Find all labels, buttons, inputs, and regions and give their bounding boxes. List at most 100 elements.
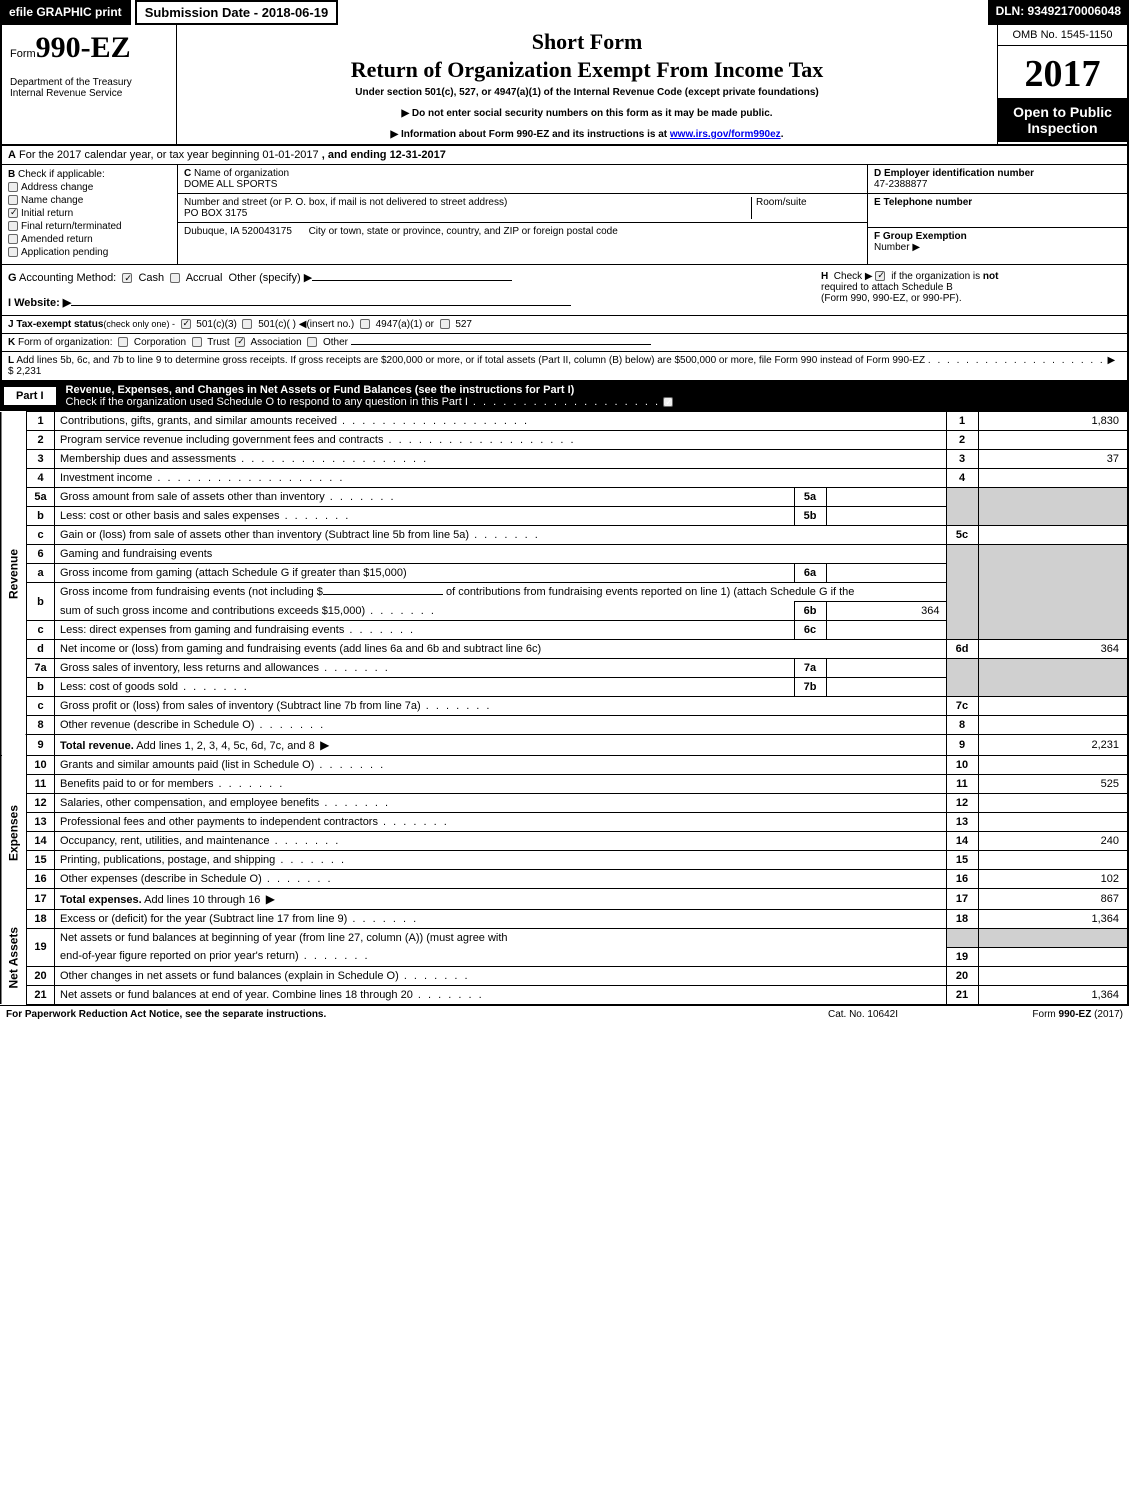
line-9: 9 Total revenue. Add lines 1, 2, 3, 4, 5… bbox=[1, 735, 1128, 756]
l7a-desc: Gross sales of inventory, less returns a… bbox=[60, 662, 319, 674]
cb-final-label: Final return/terminated bbox=[21, 221, 122, 232]
l4-desc: Investment income bbox=[60, 472, 152, 484]
l2-val bbox=[978, 431, 1128, 450]
l13-desc: Professional fees and other payments to … bbox=[60, 816, 378, 828]
irs-link[interactable]: www.irs.gov/form990ez bbox=[670, 129, 781, 140]
l10-desc: Grants and similar amounts paid (list in… bbox=[60, 759, 314, 771]
l7c-num: c bbox=[27, 697, 55, 716]
l7b-dots bbox=[178, 681, 249, 693]
cb-501c[interactable] bbox=[242, 319, 252, 329]
dept-treasury: Department of the Treasury bbox=[10, 77, 168, 88]
h-label: H bbox=[821, 271, 828, 282]
l16-val: 102 bbox=[978, 870, 1128, 889]
k-text: Form of organization: bbox=[18, 337, 113, 348]
line-8: 8 Other revenue (describe in Schedule O)… bbox=[1, 716, 1128, 735]
l5c-desc: Gain or (loss) from sale of assets other… bbox=[60, 529, 469, 541]
d-ein-value: 47-2388877 bbox=[874, 179, 927, 190]
section-l: L Add lines 5b, 6c, and 7b to line 9 to … bbox=[0, 352, 1129, 381]
l15-num: 15 bbox=[27, 851, 55, 870]
line-18: Net Assets 18 Excess or (deficit) for th… bbox=[1, 910, 1128, 929]
l7b-innum: 7b bbox=[794, 678, 826, 697]
form-name: Form990-EZ bbox=[10, 31, 168, 65]
cb-application-pending[interactable]: Application pending bbox=[8, 247, 171, 258]
l12-num: 12 bbox=[27, 794, 55, 813]
l11-dots bbox=[213, 778, 284, 790]
cb-pending-label: Application pending bbox=[21, 247, 108, 258]
cb-schedule-o[interactable] bbox=[663, 397, 673, 407]
line-17: 17 Total expenses. Add lines 10 through … bbox=[1, 889, 1128, 910]
l7c-desc: Gross profit or (loss) from sales of inv… bbox=[60, 700, 421, 712]
l16-lnum: 16 bbox=[946, 870, 978, 889]
cb-accrual[interactable] bbox=[170, 273, 180, 283]
j-insert: ◀(insert no.) bbox=[299, 319, 354, 330]
l11-val: 525 bbox=[978, 775, 1128, 794]
l6c-innum: 6c bbox=[794, 621, 826, 640]
g-label: G bbox=[8, 272, 17, 284]
i-website-input[interactable] bbox=[71, 305, 571, 306]
line-7c: c Gross profit or (loss) from sales of i… bbox=[1, 697, 1128, 716]
efile-print-button[interactable]: efile GRAPHIC print bbox=[0, 0, 131, 25]
l14-val: 240 bbox=[978, 832, 1128, 851]
cb-other[interactable] bbox=[307, 337, 317, 347]
l6b-desc1: Gross income from fundraising events (no… bbox=[60, 586, 323, 598]
l-dots bbox=[928, 355, 1105, 366]
l5ab-shade bbox=[946, 488, 978, 526]
footer-form: Form 990-EZ (2017) bbox=[963, 1009, 1123, 1020]
cb-address-change[interactable]: Address change bbox=[8, 182, 171, 193]
l7b-inval bbox=[826, 678, 946, 697]
cb-initial-label: Initial return bbox=[21, 208, 73, 219]
cb-initial-return[interactable]: Initial return bbox=[8, 208, 171, 219]
l1-num: 1 bbox=[27, 412, 55, 431]
l6d-num: d bbox=[27, 640, 55, 659]
l6-num: 6 bbox=[27, 545, 55, 564]
l10-lnum: 10 bbox=[946, 756, 978, 775]
cb-amended-return[interactable]: Amended return bbox=[8, 234, 171, 245]
l6b-blank[interactable] bbox=[323, 594, 443, 595]
l7ab-shade bbox=[946, 659, 978, 697]
cb-final-return[interactable]: Final return/terminated bbox=[8, 221, 171, 232]
l4-dots bbox=[152, 472, 344, 484]
l8-val bbox=[978, 716, 1128, 735]
l13-val bbox=[978, 813, 1128, 832]
l8-dots bbox=[254, 719, 325, 731]
l17-num: 17 bbox=[27, 889, 55, 910]
l5a-inval bbox=[826, 488, 946, 507]
l15-desc: Printing, publications, postage, and shi… bbox=[60, 854, 275, 866]
l6b-inval: 364 bbox=[826, 602, 946, 621]
g-other-input[interactable] bbox=[312, 280, 512, 281]
h-text4: (Form 990, 990-EZ, or 990-PF). bbox=[821, 293, 962, 304]
k-other-input[interactable] bbox=[351, 344, 651, 345]
l11-num: 11 bbox=[27, 775, 55, 794]
line-15: 15 Printing, publications, postage, and … bbox=[1, 851, 1128, 870]
cb-trust[interactable] bbox=[192, 337, 202, 347]
cb-h[interactable] bbox=[875, 271, 885, 281]
l3-lnum: 3 bbox=[946, 450, 978, 469]
k-label: K bbox=[8, 337, 15, 348]
line-1: Revenue 1 Contributions, gifts, grants, … bbox=[1, 412, 1128, 431]
side-netassets: Net Assets bbox=[1, 910, 27, 1005]
title-main: Return of Organization Exempt From Incom… bbox=[185, 57, 989, 83]
l18-val: 1,364 bbox=[978, 910, 1128, 929]
cb-4947[interactable] bbox=[360, 319, 370, 329]
cb-corp[interactable] bbox=[118, 337, 128, 347]
l16-desc: Other expenses (describe in Schedule O) bbox=[60, 873, 262, 885]
l14-num: 14 bbox=[27, 832, 55, 851]
l2-desc: Program service revenue including govern… bbox=[60, 434, 383, 446]
l21-lnum: 21 bbox=[946, 985, 978, 1004]
room-suite: Room/suite bbox=[751, 197, 861, 219]
cb-name-change[interactable]: Name change bbox=[8, 195, 171, 206]
a-text: For the 2017 calendar year, or tax year … bbox=[19, 149, 319, 161]
l7ab-shade-val bbox=[978, 659, 1128, 697]
lines-table: Revenue 1 Contributions, gifts, grants, … bbox=[0, 411, 1129, 1005]
cb-501c3[interactable] bbox=[181, 319, 191, 329]
l6c-dots bbox=[344, 624, 415, 636]
cb-cash[interactable] bbox=[122, 273, 132, 283]
dln-label: DLN: 93492170006048 bbox=[988, 0, 1129, 25]
cb-name-label: Name change bbox=[21, 195, 83, 206]
form-prefix: Form bbox=[10, 48, 36, 60]
l6c-desc: Less: direct expenses from gaming and fu… bbox=[60, 624, 344, 636]
l16-num: 16 bbox=[27, 870, 55, 889]
cb-527[interactable] bbox=[440, 319, 450, 329]
side-expenses: Expenses bbox=[1, 756, 27, 910]
cb-assoc[interactable] bbox=[235, 337, 245, 347]
